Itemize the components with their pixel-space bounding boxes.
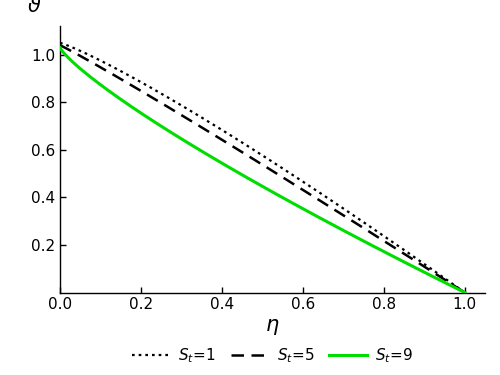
Legend: $S_t$=1, $S_t$=5, $S_t$=9: $S_t$=1, $S_t$=5, $S_t$=9 [126,340,419,371]
Y-axis label: ϑ: ϑ [28,0,41,16]
X-axis label: η: η [266,315,279,335]
